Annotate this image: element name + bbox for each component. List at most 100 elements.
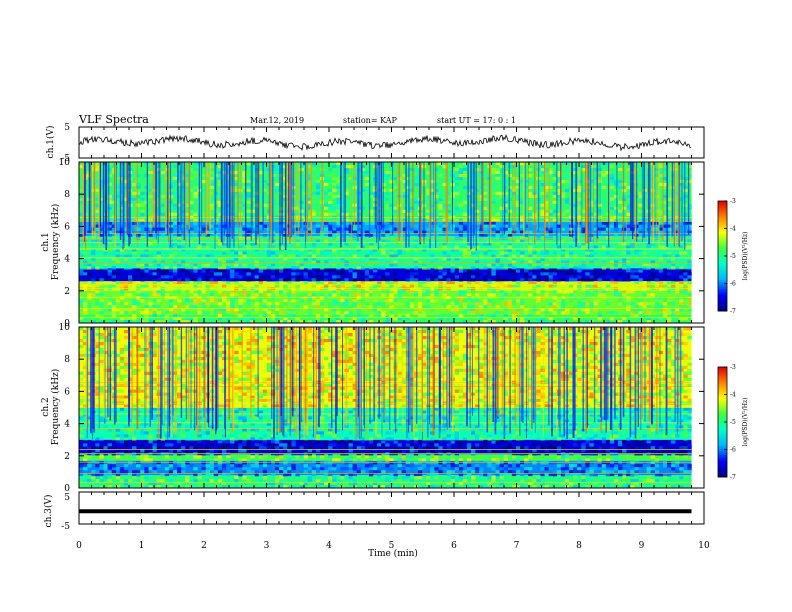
spectrogram-cell [503,191,509,196]
spectrogram-cell [234,224,239,228]
spectrogram-cell [491,284,496,288]
spectrogram-cell [254,209,259,213]
ch1-waveform-trace [79,134,692,152]
spectrogram-cell [234,209,239,213]
spectrogram-cell [671,308,676,312]
spectrogram-cell [577,269,582,273]
spectrogram-cell [389,203,394,208]
spectrogram-cell [638,248,643,252]
spectrogram-cell [552,179,558,184]
spectrogram-cell [601,221,607,225]
spectrogram-cell [658,317,664,321]
spectrogram-cell [140,293,145,297]
spectrogram-cell [434,233,439,237]
spectrogram-cell [315,335,321,340]
spectrogram-cell [258,296,264,300]
spectrogram-cell [479,299,484,303]
spectrogram-cell [152,239,157,243]
spectrogram-cell [479,233,484,237]
spectrogram-cell [136,251,141,255]
spectrogram-cell [193,218,198,222]
spectrogram-cell [209,179,215,184]
spectrogram-cell [242,317,247,321]
spectrogram-cell [413,275,419,279]
spectrogram-cell [91,284,96,288]
spectrogram-cell [613,317,619,321]
spectrogram-cell [250,233,255,237]
spectrogram-cell [132,164,137,169]
spectrogram-cell [344,221,349,225]
spectrogram-cell [507,212,513,216]
spectrogram-cell [654,287,660,291]
spectrogram-cell [458,242,464,246]
spectrogram-cell [573,239,578,243]
spectrogram-cell [397,317,402,321]
spectrogram-cell [181,245,186,249]
spectrogram-cell [336,197,341,202]
spectrogram-cell [385,290,390,294]
spectrogram-cell [311,221,317,225]
spectrogram-cell [475,308,480,312]
spectrogram-cell [148,233,153,237]
spectrogram-cell [483,299,488,303]
spectrogram-cell [618,164,623,169]
spectrogram-cell [136,329,141,334]
spectrogram-cell [679,251,684,255]
spectrogram-cell [275,260,280,264]
spectrogram-cell [344,218,349,222]
spectrogram-cell [609,278,615,282]
spectrogram-cell [283,327,288,331]
spectrogram-cell [262,317,268,321]
spectrogram-cell [556,272,562,276]
spectrogram-cell [250,293,255,297]
spectrogram-cell [446,167,451,172]
spectrogram-cell [622,206,627,210]
spectrogram-cell [446,200,451,205]
start-ut-label: start UT = 17: 0 : 1 [437,116,516,125]
spectrogram-cell [307,218,313,222]
spectrogram-cell [148,254,153,258]
spectrogram-cell [491,308,496,312]
spectrogram-cell [528,260,533,264]
spectrogram-cell [95,164,100,169]
spectrogram-cell [168,296,174,300]
spectrogram-cell [275,275,280,279]
spectrogram-cell [646,332,651,337]
spectrogram-cell [132,317,137,321]
spectrogram-cell [364,230,370,234]
spectrogram-cell [422,257,427,261]
spectrogram-cell [487,248,492,252]
spectrogram-cell [348,239,353,243]
spectrogram-cell [671,275,676,279]
spectrogram-cell [209,284,215,288]
spectrogram-cell [687,179,692,184]
spectrogram-cell [573,197,578,202]
spectrogram-cell [254,245,259,249]
spectrogram-cell [638,224,643,228]
spectrogram-cell [646,290,651,294]
spectrogram-cell [426,209,431,213]
spectrogram-cell [368,281,374,285]
spectrogram-cell [581,230,586,234]
spectrogram-cell [99,227,104,231]
spectrogram-cell [687,302,692,306]
spectrogram-cell [311,185,317,190]
spectrogram-cell [119,254,125,258]
spectrogram-cell [483,173,488,178]
spectrogram-cell [385,260,390,264]
spectrogram-cell [295,209,300,213]
spectrogram-cell [164,176,170,181]
spectrogram-cell [434,209,439,213]
spectrogram-cell [262,242,268,246]
spectrogram-cell [687,218,692,222]
spectrogram-cell [123,302,129,306]
spectrogram-cell [79,191,84,196]
spectrogram-cell [197,245,202,249]
spectrogram-cell [99,335,104,340]
spectrogram-cell [573,185,578,190]
spectrogram-cell [87,327,92,331]
spectrogram-cell [234,197,239,202]
spectrogram-cell [393,203,398,208]
spectrogram-cell [556,284,562,288]
spectrogram-cell [275,296,280,300]
